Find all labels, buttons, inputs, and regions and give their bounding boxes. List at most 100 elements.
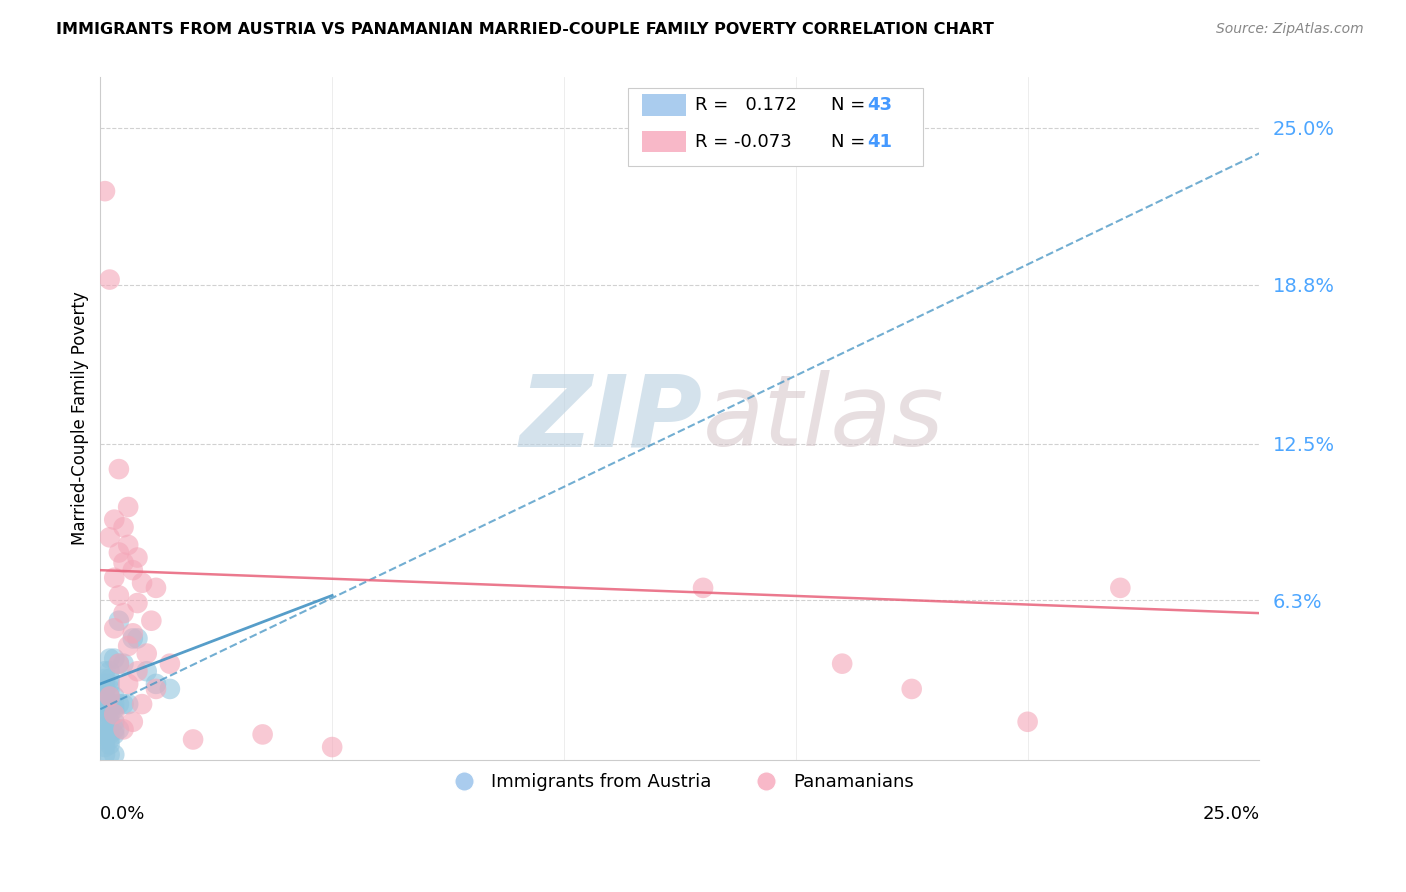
Bar [641,130,686,153]
Text: R = -0.073: R = -0.073 [695,133,792,151]
Text: R =   0.172: R = 0.172 [695,96,797,114]
Text: 0.0%: 0.0% [100,805,146,823]
Point [1017,714,1039,729]
Point [98,723,121,737]
Point [108,545,131,559]
Point [108,723,131,737]
Point [98,714,121,729]
Point [103,714,125,729]
Text: N =: N = [831,96,870,114]
Point [98,707,121,722]
Point [103,727,125,741]
Point [127,596,149,610]
Point [112,657,135,671]
Point [112,697,135,711]
Point [108,462,131,476]
Point [94,707,117,722]
Point [103,571,125,585]
Point [94,702,117,716]
Point [98,690,121,704]
Text: N =: N = [831,133,870,151]
Point [145,581,167,595]
Point [103,513,125,527]
Point [112,606,135,620]
Legend: Immigrants from Austria, Panamanians: Immigrants from Austria, Panamanians [439,766,921,798]
Point [94,672,117,686]
Point [141,614,163,628]
Point [103,702,125,716]
Point [103,707,125,722]
Point [94,727,117,741]
Point [121,563,143,577]
Point [94,697,117,711]
Point [145,677,167,691]
Point [1109,581,1132,595]
Point [321,740,343,755]
Point [135,665,157,679]
Text: Source: ZipAtlas.com: Source: ZipAtlas.com [1216,22,1364,37]
Point [117,500,139,514]
Point [112,556,135,570]
Point [121,626,143,640]
Point [94,714,117,729]
Point [181,732,204,747]
Text: IMMIGRANTS FROM AUSTRIA VS PANAMANIAN MARRIED-COUPLE FAMILY POVERTY CORRELATION : IMMIGRANTS FROM AUSTRIA VS PANAMANIAN MA… [56,22,994,37]
Point [103,651,125,665]
Point [127,632,149,646]
Point [121,714,143,729]
Point [94,723,117,737]
Point [135,647,157,661]
Point [103,621,125,635]
Point [108,657,131,671]
Point [127,665,149,679]
Point [98,738,121,752]
Text: atlas: atlas [703,370,945,467]
Point [98,272,121,286]
Point [131,575,153,590]
Bar [627,87,924,166]
Point [98,690,121,704]
Point [98,727,121,741]
Point [117,677,139,691]
Text: 41: 41 [868,133,893,151]
Point [98,672,121,686]
Point [98,747,121,762]
Y-axis label: Married-Couple Family Poverty: Married-Couple Family Poverty [72,292,89,545]
Point [98,732,121,747]
Point [159,657,181,671]
Point [103,723,125,737]
Point [103,690,125,704]
Point [131,697,153,711]
Point [112,520,135,534]
Point [94,690,117,704]
Point [145,681,167,696]
Point [108,697,131,711]
Bar [641,95,686,116]
Text: 43: 43 [868,96,893,114]
Point [117,697,139,711]
Point [98,677,121,691]
Point [831,657,853,671]
Point [252,727,274,741]
Point [117,639,139,653]
Point [103,747,125,762]
Point [94,665,117,679]
Point [98,530,121,544]
Point [692,581,714,595]
Point [159,681,181,696]
Point [98,651,121,665]
Point [108,614,131,628]
Point [117,538,139,552]
Point [94,677,117,691]
Point [900,681,922,696]
Point [94,740,117,755]
Text: 25.0%: 25.0% [1202,805,1260,823]
Point [108,589,131,603]
Text: ZIP: ZIP [520,370,703,467]
Point [108,657,131,671]
Point [94,732,117,747]
Point [103,697,125,711]
Point [94,747,117,762]
Point [121,632,143,646]
Point [98,681,121,696]
